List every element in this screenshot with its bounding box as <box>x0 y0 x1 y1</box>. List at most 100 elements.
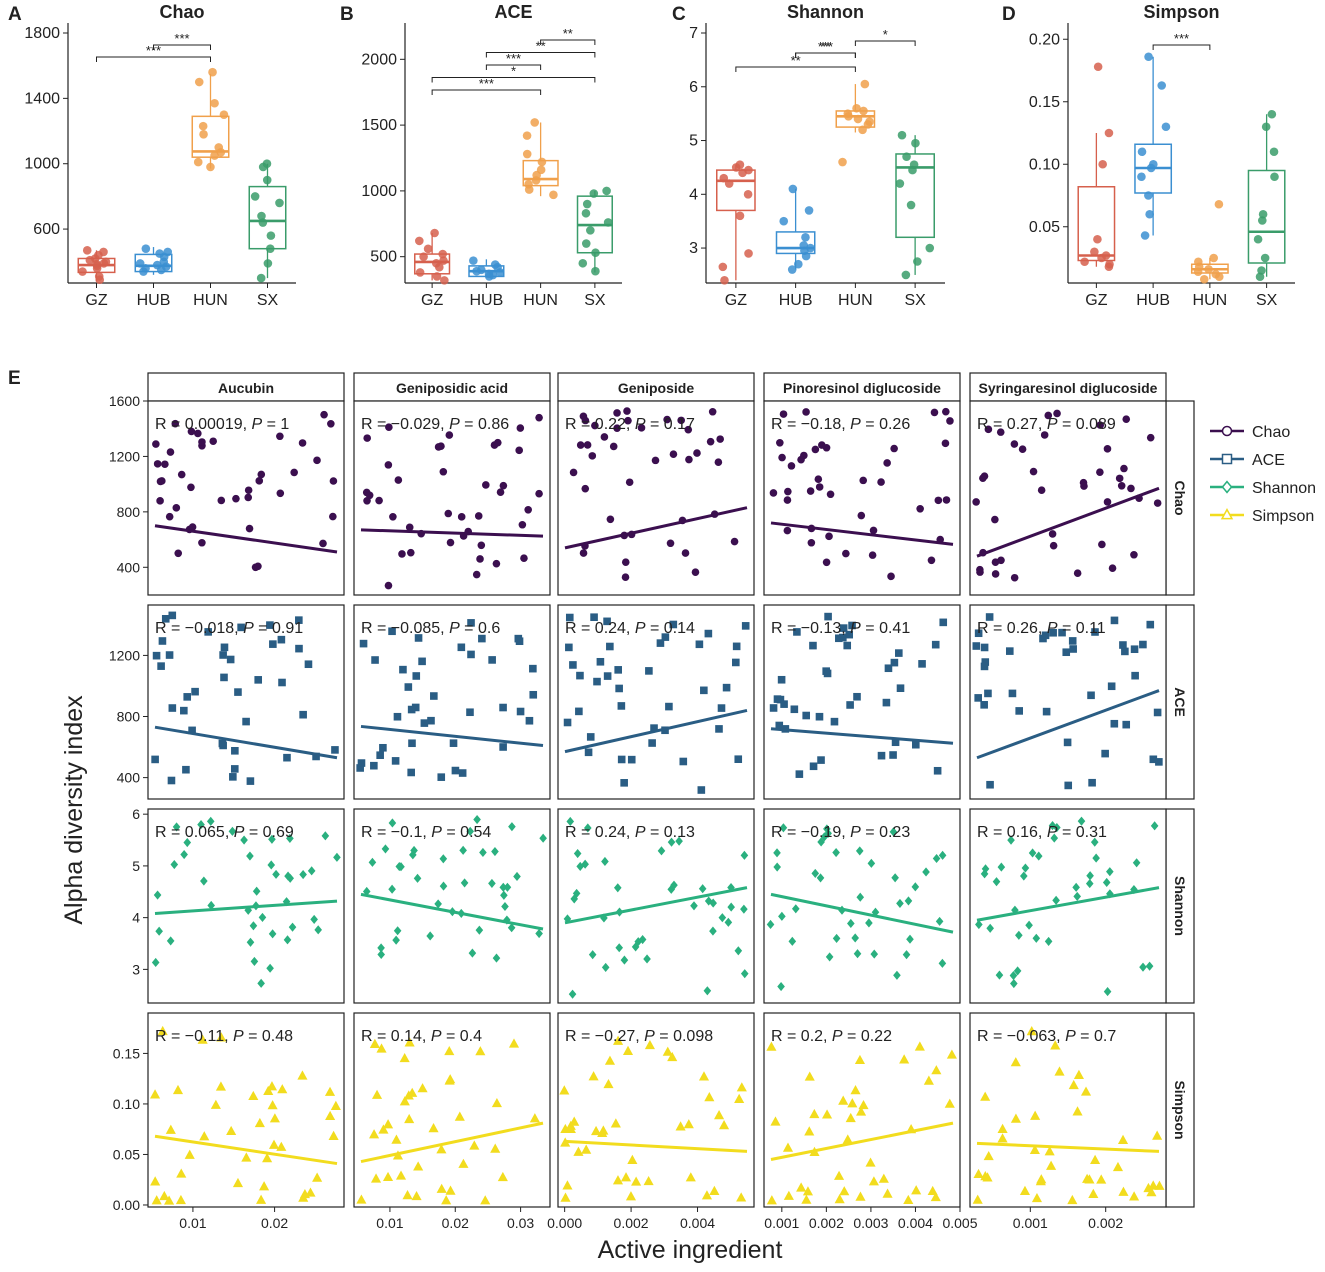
x-tick-label: 0.002 <box>809 1215 844 1231</box>
scatter-point <box>1010 440 1019 448</box>
scatter-point <box>475 1046 486 1056</box>
scatter-point <box>698 1071 710 1081</box>
jitter-point <box>210 151 219 160</box>
scatter-point <box>717 704 726 712</box>
jitter-point <box>537 157 547 167</box>
scatter-point <box>809 762 818 771</box>
significance-label: ** <box>536 39 546 54</box>
jitter-point <box>908 165 917 175</box>
scatter-point <box>1053 409 1061 418</box>
panel-letter: E <box>8 368 21 389</box>
scatter-point <box>1122 720 1131 729</box>
scatter-point <box>412 672 421 680</box>
jitter-point <box>1267 109 1277 119</box>
jitter-point <box>578 258 588 268</box>
scatter-point <box>219 651 227 659</box>
scatter-point <box>1130 550 1138 559</box>
scatter-point <box>1018 445 1027 454</box>
scatter-point <box>685 455 693 464</box>
scatter-point <box>914 1041 925 1051</box>
scatter-point <box>385 423 393 432</box>
scatter-point <box>467 650 475 659</box>
significance-label: *** <box>479 76 494 91</box>
scatter-point <box>503 915 511 925</box>
scatter-point <box>661 633 670 641</box>
legend-label: ACE <box>1252 452 1285 469</box>
scatter-point <box>620 779 628 787</box>
panel-letter: D <box>1002 4 1016 25</box>
scatter-point <box>446 538 455 547</box>
scatter-point <box>417 1083 428 1093</box>
scatter-point <box>1080 1086 1092 1096</box>
scatter-point <box>773 862 781 872</box>
jitter-point <box>258 162 268 172</box>
scatter-point <box>916 504 924 513</box>
scatter-point <box>869 526 878 535</box>
scatter-point <box>997 1133 1008 1143</box>
facet-panel <box>969 604 1167 800</box>
scatter-point <box>155 926 163 936</box>
scatter-point <box>853 949 862 959</box>
scatter-point <box>328 1130 339 1140</box>
scatter-point <box>807 538 816 547</box>
scatter-point <box>197 820 205 830</box>
facet-panel <box>763 400 961 596</box>
jitter-point <box>469 256 478 265</box>
scatter-point <box>601 856 609 867</box>
jitter-point <box>1204 264 1213 274</box>
scatter-point <box>1049 628 1057 637</box>
scatter-point <box>402 1190 413 1200</box>
scatter-point <box>508 822 516 832</box>
scatter-point <box>570 894 579 904</box>
scatter-point <box>436 1144 447 1154</box>
scatter-point <box>500 890 508 900</box>
scatter-point <box>232 494 240 503</box>
scatter-point <box>290 468 298 477</box>
scatter-point <box>839 624 848 632</box>
scatter-point <box>165 1124 176 1134</box>
scatter-point <box>215 1081 226 1091</box>
significance-bracket <box>431 89 542 95</box>
scatter-point <box>979 474 987 482</box>
scatter-point <box>166 448 175 456</box>
x-tick-label: 0.001 <box>1013 1215 1048 1231</box>
scatter-point <box>740 850 749 860</box>
stat-annotation: R = 0.2, P = 0.22 <box>771 1028 892 1045</box>
scatter-point <box>904 896 913 906</box>
scatter-point <box>944 1098 955 1108</box>
x-tick-label: SX <box>904 292 926 309</box>
scatter-point <box>787 462 796 470</box>
scatter-point <box>695 640 704 649</box>
scatter-point <box>974 694 982 702</box>
jitter-point <box>95 275 105 285</box>
x-tick-label: 0.000 <box>547 1215 582 1231</box>
scatter-point <box>1098 540 1106 549</box>
scatter-point <box>219 741 227 750</box>
scatter-point <box>475 925 484 935</box>
scatter-point <box>405 523 414 532</box>
scatter-point <box>197 1034 208 1044</box>
scatter-point <box>482 481 490 489</box>
scatter-point <box>830 717 839 726</box>
scatter-point <box>986 923 994 933</box>
scatter-point <box>681 549 690 557</box>
scatter-point <box>474 512 483 520</box>
scatter-point <box>922 867 930 877</box>
scatter-point <box>782 1142 794 1152</box>
scatter-point <box>1050 1040 1061 1050</box>
scatter-point <box>559 1085 570 1095</box>
scatter-point <box>1146 620 1155 629</box>
scatter-point <box>701 1190 713 1200</box>
significance-label: *** <box>818 39 833 54</box>
box-iqr <box>414 253 451 275</box>
scatter-point <box>675 1121 686 1131</box>
stat-annotation: R = 0.27, P = 0.089 <box>977 416 1116 433</box>
regression-line <box>976 486 1160 558</box>
facet-panel <box>557 400 755 596</box>
jitter-point <box>743 189 753 199</box>
scatter-point <box>777 675 786 684</box>
scatter-point <box>437 773 446 781</box>
scatter-point <box>851 933 859 943</box>
scatter-point <box>513 871 521 882</box>
significance-label: *** <box>1174 31 1189 46</box>
